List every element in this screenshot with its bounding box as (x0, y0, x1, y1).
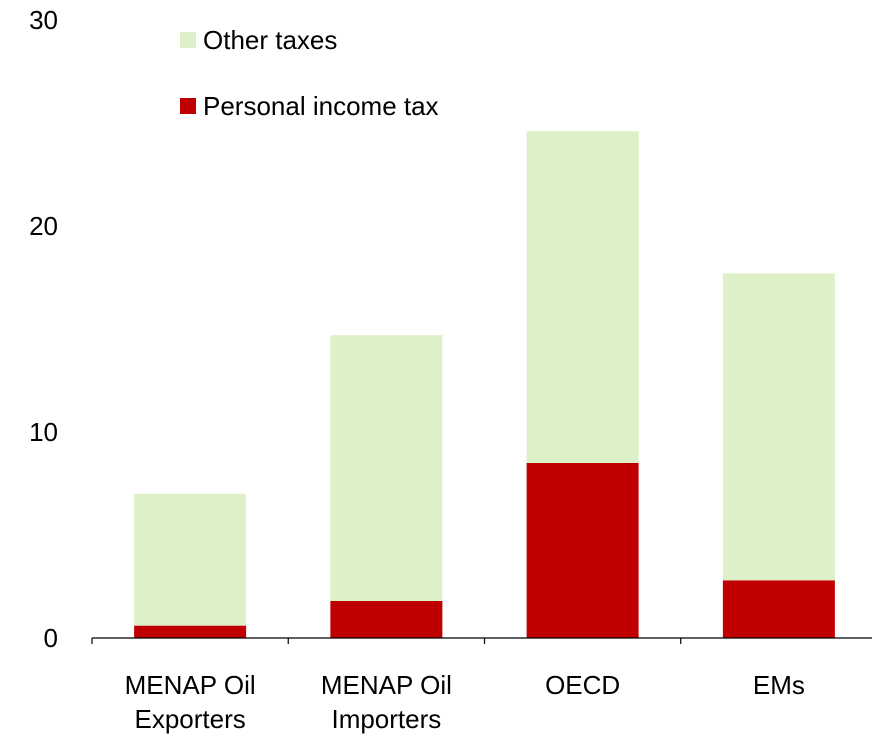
y-tick-label: 30 (29, 5, 58, 35)
x-category-label: OECD (545, 670, 620, 700)
legend-label-other-taxes: Other taxes (203, 25, 337, 55)
bar-segment-other-taxes (330, 335, 443, 601)
legend: Other taxes Personal income tax (180, 25, 439, 121)
y-tick-label: 20 (29, 211, 58, 241)
y-axis-tick-labels: 0 10 20 30 (29, 5, 58, 653)
legend-swatch-other-taxes (180, 32, 196, 48)
bar-segment-other-taxes (526, 131, 639, 463)
x-category-label: MENAP Oil Exporters (125, 670, 256, 734)
legend-label-personal-income-tax: Personal income tax (203, 91, 439, 121)
bar-segment-personal-income-tax (134, 625, 247, 638)
bar-segment-personal-income-tax (526, 462, 639, 638)
y-tick-label: 0 (44, 623, 58, 653)
x-axis-ticks (91, 638, 682, 644)
bars (134, 131, 835, 638)
y-tick-label: 10 (29, 417, 58, 447)
x-axis-category-labels: MENAP Oil Exporters MENAP Oil Importers OECD… (125, 670, 805, 734)
bar-segment-personal-income-tax (722, 580, 835, 638)
legend-swatch-personal-income-tax (180, 98, 196, 114)
x-category-label: MENAP Oil Importers (321, 670, 452, 734)
bar-segment-other-taxes (134, 493, 247, 626)
x-category-label: EMs (753, 670, 805, 700)
bar-segment-other-taxes (722, 273, 835, 581)
bar-segment-personal-income-tax (330, 600, 443, 638)
